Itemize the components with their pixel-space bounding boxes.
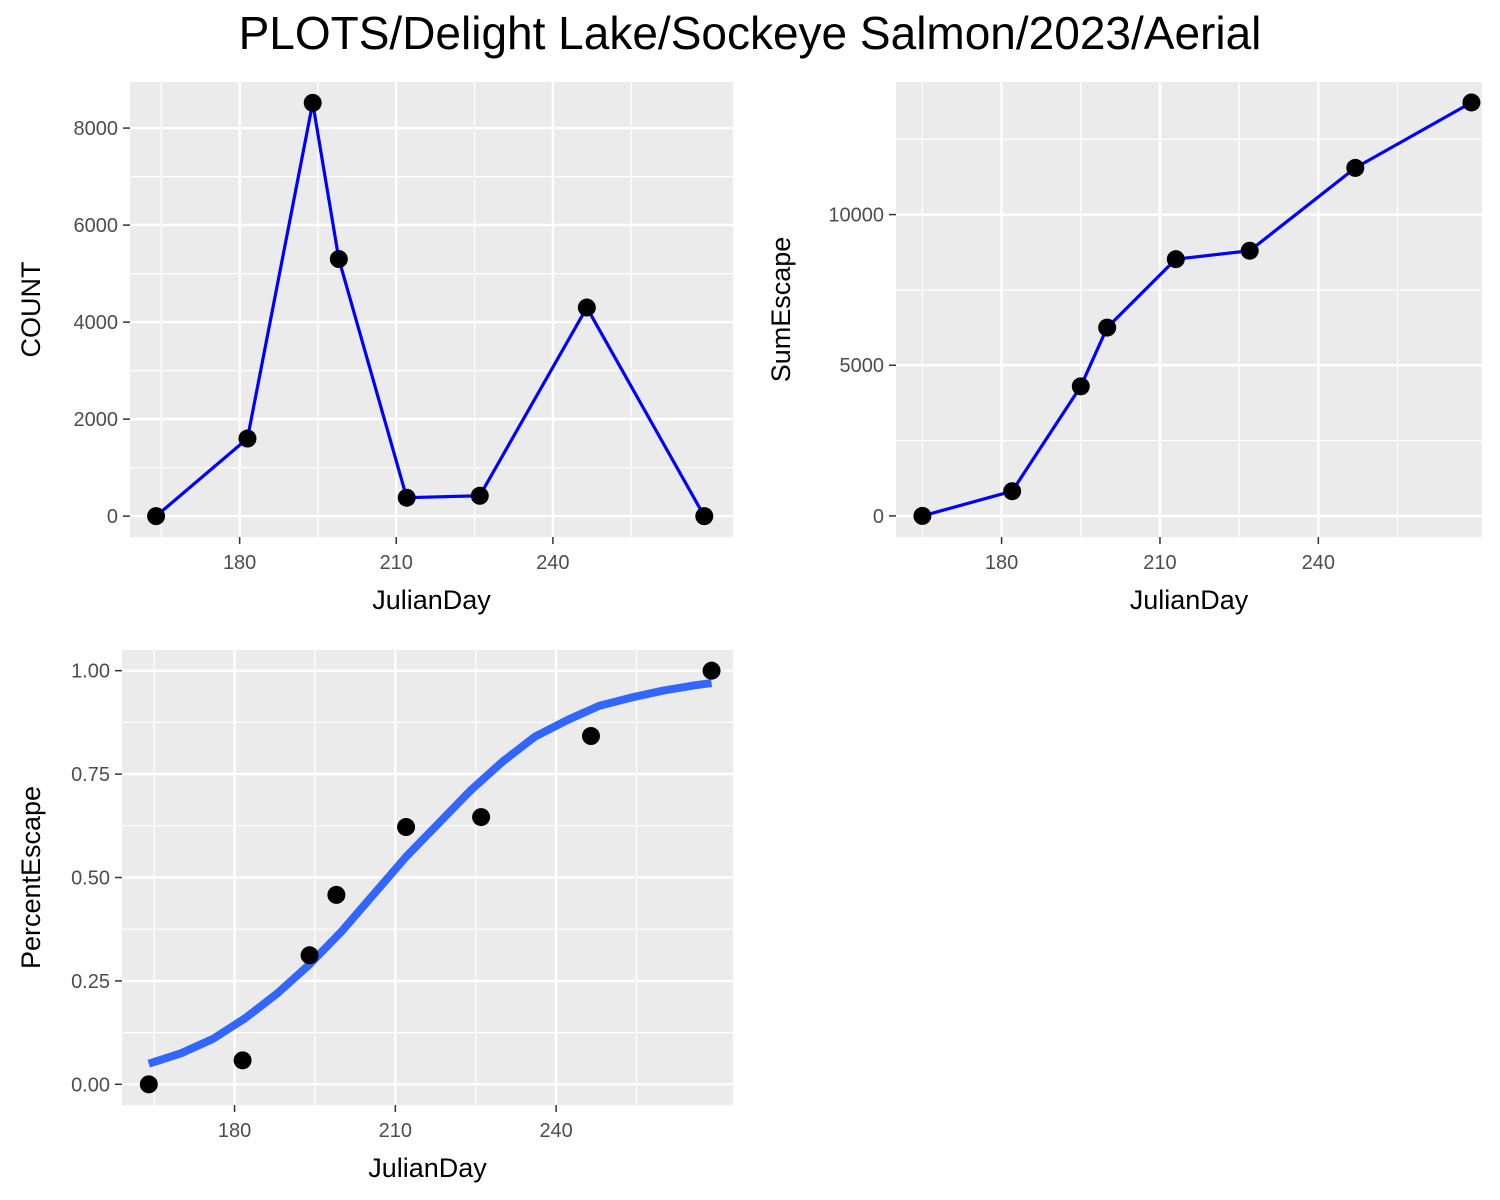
panel-top-right: 180 210 240 0 5000 10000 JulianDay SumEscape [766, 82, 1482, 615]
y-axis-title: COUNT [16, 262, 46, 358]
data-point [397, 488, 416, 507]
series-line [921, 101, 1473, 518]
y-tick-label: 0 [873, 506, 884, 528]
x-tick-label: 180 [985, 552, 1018, 574]
x-axis-title: JulianDay [1130, 585, 1249, 615]
x-axis-title: JulianDay [368, 1153, 487, 1183]
data-point [913, 506, 932, 525]
data-point [695, 507, 714, 526]
x-axis-title: JulianDay [372, 585, 491, 615]
page-title: PLOTS/Delight Lake/Sockeye Salmon/2023/A… [238, 7, 1262, 59]
y-tick-label: 8000 [74, 118, 119, 140]
x-tick-label: 210 [380, 552, 413, 574]
x-tick-label: 210 [379, 1120, 412, 1142]
y-tick-label: 0.50 [71, 868, 110, 890]
panel-background [130, 82, 733, 537]
data-point [327, 885, 346, 904]
y-tick-label: 6000 [74, 215, 119, 237]
y-tick-label: 5000 [840, 355, 885, 377]
data-point [1003, 482, 1022, 501]
data-point [329, 250, 348, 269]
data-point [1346, 158, 1365, 177]
y-tick-label: 1.00 [71, 661, 110, 683]
data-point [702, 661, 721, 680]
data-point [147, 507, 166, 526]
x-tick-label: 210 [1143, 552, 1176, 574]
x-tick-label: 240 [1302, 552, 1335, 574]
x-tick-label: 240 [536, 552, 569, 574]
data-point [472, 808, 491, 827]
panel-data [147, 679, 713, 1068]
data-point [300, 946, 319, 965]
x-tick-label: 240 [539, 1120, 572, 1142]
logistic-fit-curve [147, 679, 713, 1068]
y-tick-label: 10000 [828, 205, 884, 227]
data-point [1240, 241, 1259, 260]
panel-background [896, 82, 1482, 537]
data-point [581, 727, 600, 746]
data-point [233, 1051, 252, 1070]
y-tick-label: 0 [107, 506, 118, 528]
data-point [1098, 318, 1117, 337]
data-point [139, 1075, 158, 1094]
data-point [577, 298, 596, 317]
data-point [1166, 250, 1185, 269]
panel-data [155, 101, 706, 518]
series-line [155, 101, 706, 518]
y-tick-label: 4000 [74, 312, 119, 334]
y-tick-label: 0.00 [71, 1074, 110, 1096]
y-tick-label: 0.75 [71, 764, 110, 786]
x-tick-label: 180 [218, 1120, 251, 1142]
y-axis-title: SumEscape [766, 237, 796, 383]
data-point [1071, 377, 1090, 396]
y-tick-label: 0.25 [71, 971, 110, 993]
panel-bottom-left: 180 210 240 0.00 0.25 0.50 0.75 1.00 JulianDay Pe… [16, 650, 733, 1183]
panel-top-left: 180 210 240 0 2000 4000 6000 8000 JulianDay COUNT [16, 82, 733, 615]
y-axis-title: PercentEscape [16, 786, 46, 969]
data-point [238, 429, 257, 448]
y-tick-label: 2000 [74, 409, 119, 431]
data-point [470, 486, 489, 505]
x-tick-label: 180 [223, 552, 256, 574]
data-point [1462, 93, 1481, 112]
data-point [397, 818, 416, 837]
panel-data [921, 101, 1473, 518]
data-point [303, 93, 322, 112]
